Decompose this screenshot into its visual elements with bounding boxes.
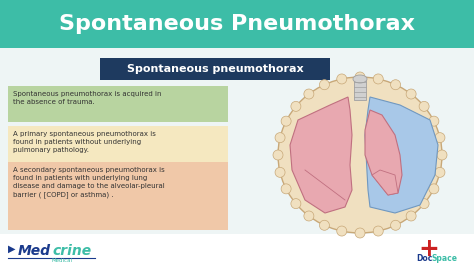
Ellipse shape <box>353 75 367 83</box>
Ellipse shape <box>355 72 365 82</box>
Ellipse shape <box>355 228 365 238</box>
Ellipse shape <box>435 133 445 143</box>
Text: crine: crine <box>52 244 91 258</box>
Polygon shape <box>365 97 438 213</box>
Ellipse shape <box>304 89 314 99</box>
Ellipse shape <box>429 116 439 126</box>
Ellipse shape <box>437 150 447 160</box>
Text: A primary spontaneous pneumothorax is
found in patients without underlying
pulmo: A primary spontaneous pneumothorax is fo… <box>13 131 156 153</box>
Bar <box>8 86 228 122</box>
Bar <box>100 58 330 80</box>
Ellipse shape <box>291 101 301 111</box>
Bar <box>0 0 474 48</box>
Ellipse shape <box>275 167 285 177</box>
Text: A secondary spontaneous pneumothorax is
found in patients with underlying lung
d: A secondary spontaneous pneumothorax is … <box>13 167 165 198</box>
Bar <box>8 162 228 230</box>
Ellipse shape <box>337 226 347 236</box>
Ellipse shape <box>373 226 383 236</box>
Ellipse shape <box>273 150 283 160</box>
Ellipse shape <box>373 74 383 84</box>
Ellipse shape <box>391 80 401 90</box>
Ellipse shape <box>406 211 416 221</box>
Text: ▶: ▶ <box>8 244 16 254</box>
Ellipse shape <box>291 199 301 209</box>
Ellipse shape <box>391 220 401 230</box>
Ellipse shape <box>319 220 329 230</box>
Ellipse shape <box>275 133 285 143</box>
Ellipse shape <box>304 211 314 221</box>
Bar <box>0 234 474 266</box>
Ellipse shape <box>419 101 429 111</box>
Ellipse shape <box>435 167 445 177</box>
Text: Med: Med <box>18 244 51 258</box>
Text: Medical: Medical <box>52 258 73 263</box>
Polygon shape <box>365 110 402 195</box>
Text: +: + <box>418 237 439 261</box>
Text: Doc: Doc <box>416 254 432 263</box>
Text: Spontaneous Pneumothorax: Spontaneous Pneumothorax <box>59 14 415 34</box>
Ellipse shape <box>281 116 291 126</box>
Ellipse shape <box>278 77 442 233</box>
Ellipse shape <box>281 184 291 194</box>
Polygon shape <box>372 170 398 195</box>
Ellipse shape <box>406 89 416 99</box>
Polygon shape <box>354 80 366 100</box>
Bar <box>8 126 228 166</box>
Ellipse shape <box>429 184 439 194</box>
Text: Spontaneous pneumothorax is acquired in
the absence of trauma.: Spontaneous pneumothorax is acquired in … <box>13 91 162 105</box>
Text: Spontaneous pneumothorax: Spontaneous pneumothorax <box>127 64 303 74</box>
Ellipse shape <box>337 74 347 84</box>
Ellipse shape <box>419 199 429 209</box>
Polygon shape <box>290 97 352 213</box>
Text: Space: Space <box>432 254 458 263</box>
Ellipse shape <box>319 80 329 90</box>
